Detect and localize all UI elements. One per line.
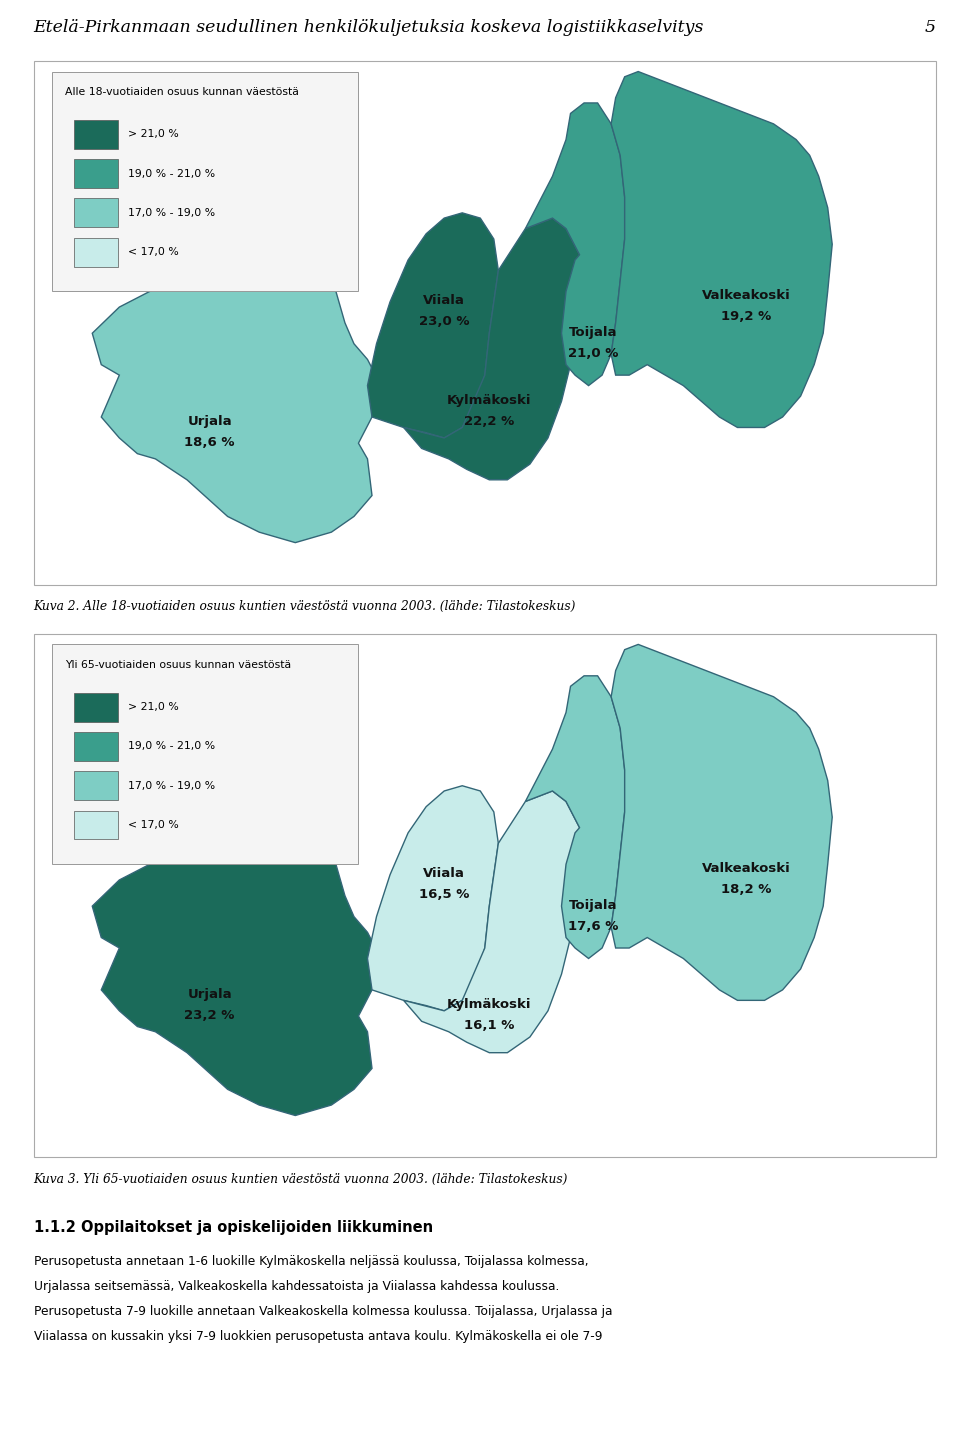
- Text: 17,6 %: 17,6 %: [568, 919, 618, 932]
- Text: 23,2 %: 23,2 %: [184, 1009, 235, 1022]
- Text: < 17,0 %: < 17,0 %: [129, 820, 180, 830]
- Text: Kylmäkoski: Kylmäkoski: [447, 394, 532, 407]
- Text: 19,0 % - 21,0 %: 19,0 % - 21,0 %: [129, 169, 215, 179]
- FancyBboxPatch shape: [74, 771, 117, 800]
- FancyBboxPatch shape: [52, 644, 358, 864]
- FancyBboxPatch shape: [74, 731, 117, 760]
- Text: 17,0 % - 19,0 %: 17,0 % - 19,0 %: [129, 208, 215, 218]
- Text: 16,1 %: 16,1 %: [464, 1019, 515, 1032]
- Text: Alle 18-vuotiaiden osuus kunnan väestöstä: Alle 18-vuotiaiden osuus kunnan väestöst…: [65, 87, 300, 97]
- Polygon shape: [403, 791, 584, 1053]
- Text: Valkeakoski: Valkeakoski: [702, 289, 791, 302]
- Text: Kylmäkoski: Kylmäkoski: [447, 997, 532, 1011]
- Text: 16,5 %: 16,5 %: [419, 888, 469, 901]
- FancyBboxPatch shape: [74, 119, 117, 148]
- Polygon shape: [92, 823, 381, 1115]
- Text: Kuva 2. Alle 18-vuotiaiden osuus kuntien väestöstä vuonna 2003. (lähde: Tilastok: Kuva 2. Alle 18-vuotiaiden osuus kuntien…: [34, 601, 576, 612]
- Text: Valkeakoski: Valkeakoski: [702, 862, 791, 875]
- Text: < 17,0 %: < 17,0 %: [129, 247, 180, 257]
- Text: 23,0 %: 23,0 %: [419, 316, 469, 329]
- FancyBboxPatch shape: [74, 237, 117, 266]
- FancyBboxPatch shape: [74, 198, 117, 227]
- Text: Toijala: Toijala: [569, 326, 617, 339]
- FancyBboxPatch shape: [74, 811, 117, 839]
- FancyBboxPatch shape: [74, 692, 117, 721]
- Text: Etelä-Pirkanmaan seudullinen henkilökuljetuksia koskeva logistiikkaselvitys: Etelä-Pirkanmaan seudullinen henkilökulj…: [34, 19, 704, 36]
- Polygon shape: [612, 644, 832, 1000]
- Text: Viiala: Viiala: [423, 294, 466, 307]
- Polygon shape: [403, 218, 584, 480]
- FancyBboxPatch shape: [74, 158, 117, 188]
- Text: Urjala: Urjala: [187, 987, 232, 1000]
- Text: 19,0 % - 21,0 %: 19,0 % - 21,0 %: [129, 742, 215, 752]
- Polygon shape: [525, 676, 625, 958]
- Polygon shape: [612, 71, 832, 427]
- Text: 21,0 %: 21,0 %: [568, 346, 618, 359]
- Text: 22,2 %: 22,2 %: [465, 414, 515, 427]
- Text: > 21,0 %: > 21,0 %: [129, 129, 180, 140]
- Text: Perusopetusta 7-9 luokille annetaan Valkeakoskella kolmessa koulussa. Toijalassa: Perusopetusta 7-9 luokille annetaan Valk…: [34, 1304, 612, 1317]
- Text: Viiala: Viiala: [423, 867, 466, 880]
- Text: Kuva 3. Yli 65-vuotiaiden osuus kuntien väestöstä vuonna 2003. (lähde: Tilastoke: Kuva 3. Yli 65-vuotiaiden osuus kuntien …: [34, 1173, 568, 1185]
- Text: Yli 65-vuotiaiden osuus kunnan väestöstä: Yli 65-vuotiaiden osuus kunnan väestöstä: [65, 660, 291, 670]
- Text: Perusopetusta annetaan 1-6 luokille Kylmäkoskella neljässä koulussa, Toijalassa : Perusopetusta annetaan 1-6 luokille Kylm…: [34, 1255, 588, 1268]
- Text: 19,2 %: 19,2 %: [721, 310, 772, 323]
- Text: 5: 5: [925, 19, 936, 36]
- Polygon shape: [525, 103, 625, 385]
- Text: Toijala: Toijala: [569, 899, 617, 912]
- Text: 18,2 %: 18,2 %: [721, 883, 772, 896]
- Polygon shape: [368, 212, 498, 438]
- Text: > 21,0 %: > 21,0 %: [129, 702, 180, 712]
- Polygon shape: [368, 785, 498, 1011]
- FancyBboxPatch shape: [52, 71, 358, 291]
- Text: Urjala: Urjala: [187, 414, 232, 427]
- Polygon shape: [92, 250, 381, 542]
- Text: 1.1.2 Oppilaitokset ja opiskelijoiden liikkuminen: 1.1.2 Oppilaitokset ja opiskelijoiden li…: [34, 1220, 433, 1234]
- Text: Viialassa on kussakin yksi 7-9 luokkien perusopetusta antava koulu. Kylmäkoskell: Viialassa on kussakin yksi 7-9 luokkien …: [34, 1329, 602, 1342]
- Text: 18,6 %: 18,6 %: [184, 436, 235, 449]
- Text: Urjalassa seitsemässä, Valkeakoskella kahdessatoista ja Viialassa kahdessa koulu: Urjalassa seitsemässä, Valkeakoskella ka…: [34, 1280, 559, 1293]
- Text: 17,0 % - 19,0 %: 17,0 % - 19,0 %: [129, 781, 215, 791]
